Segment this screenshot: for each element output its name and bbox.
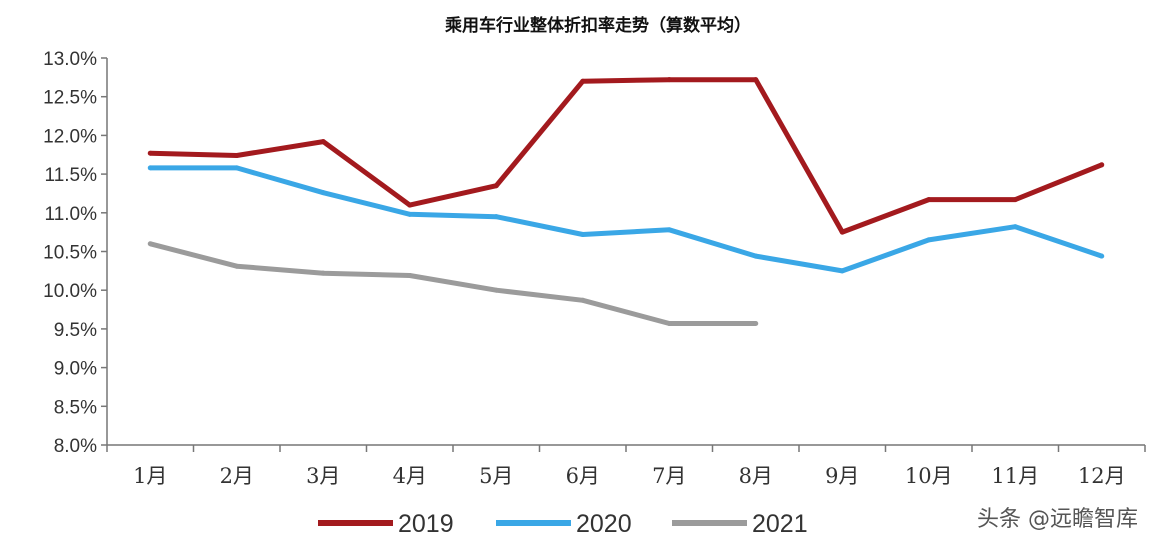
data-point-2020: [839, 268, 845, 274]
y-tick-label: 12.0%: [43, 126, 97, 147]
x-tick-label: 5月: [479, 464, 513, 488]
x-tick-label: 3月: [306, 464, 340, 488]
legend-label-2020: 2020: [576, 510, 632, 538]
legend-label-2019: 2019: [398, 510, 454, 538]
data-point-2020: [407, 211, 413, 217]
y-tick-label: 9.0%: [54, 359, 97, 380]
chart-title: 乘用车行业整体折扣率走势（算数平均）: [444, 15, 751, 36]
x-tick-label: 8月: [739, 464, 773, 488]
y-tick-label: 11.5%: [45, 165, 98, 186]
data-point-2021: [147, 241, 153, 247]
data-point-2020: [580, 231, 586, 237]
data-point-2019: [493, 183, 499, 189]
data-point-2019: [926, 197, 932, 203]
data-point-2020: [1012, 224, 1018, 230]
data-point-2020: [666, 227, 672, 233]
y-axis-ticks: 13.0% 12.5% 12.0% 11.5% 11.0% 10.5% 10.0% 9.5% 9…: [43, 49, 107, 457]
x-tick-label: 6月: [566, 464, 600, 488]
x-tick-label: 9月: [825, 464, 859, 488]
x-tick-label: 4月: [393, 464, 427, 488]
data-point-2020: [1099, 253, 1105, 259]
y-tick-label: 8.5%: [54, 397, 97, 418]
data-point-2019: [666, 77, 672, 83]
x-tick-label: 2月: [220, 464, 254, 488]
y-tick-label: 10.0%: [43, 281, 97, 302]
x-axis-ticks: 1月 2月 3月 4月 5月 6月 7月 8月 9月 10月 11月 12月: [106, 445, 1146, 488]
series-lines: [147, 77, 1105, 326]
data-point-2019: [753, 77, 759, 83]
data-point-2019: [839, 229, 845, 235]
data-point-2020: [320, 190, 326, 196]
y-tick-label: 9.5%: [54, 320, 97, 341]
data-point-2020: [493, 214, 499, 220]
series-line-2019: [150, 77, 1103, 235]
legend: 2019 2020 2021: [318, 510, 808, 538]
y-tick-label: 8.0%: [54, 436, 97, 457]
data-point-2019: [320, 139, 326, 145]
data-point-2020: [147, 165, 153, 171]
y-tick-label: 12.5%: [43, 88, 97, 109]
y-tick-label: 13.0%: [43, 49, 97, 70]
data-point-2021: [234, 263, 240, 269]
x-tick-label: 12月: [1078, 464, 1126, 488]
y-tick-label: 10.5%: [43, 243, 97, 264]
data-point-2020: [926, 237, 932, 243]
data-point-2019: [147, 150, 153, 156]
data-point-2019: [580, 78, 586, 84]
data-point-2019: [407, 202, 413, 208]
series-line-2020: [150, 165, 1103, 274]
data-point-2021: [580, 297, 586, 303]
series-line-2021: [149, 241, 756, 326]
data-point-2020: [234, 165, 240, 171]
x-tick-label: 7月: [652, 464, 686, 488]
x-tick-label: 1月: [133, 464, 167, 488]
data-point-2019: [1012, 197, 1018, 203]
legend-label-2021: 2021: [752, 510, 808, 538]
data-point-2019: [234, 153, 240, 159]
y-tick-label: 11.0%: [45, 204, 98, 225]
data-point-2021: [407, 272, 413, 278]
data-point-2021: [666, 320, 672, 326]
data-point-2021: [753, 320, 759, 326]
data-point-2020: [753, 253, 759, 259]
watermark: 头条 @远瞻智库: [977, 507, 1138, 532]
data-point-2021: [493, 287, 499, 293]
x-tick-label: 10月: [905, 464, 953, 488]
data-point-2021: [320, 270, 326, 276]
data-point-2019: [1099, 162, 1105, 168]
x-tick-label: 11月: [991, 464, 1039, 488]
